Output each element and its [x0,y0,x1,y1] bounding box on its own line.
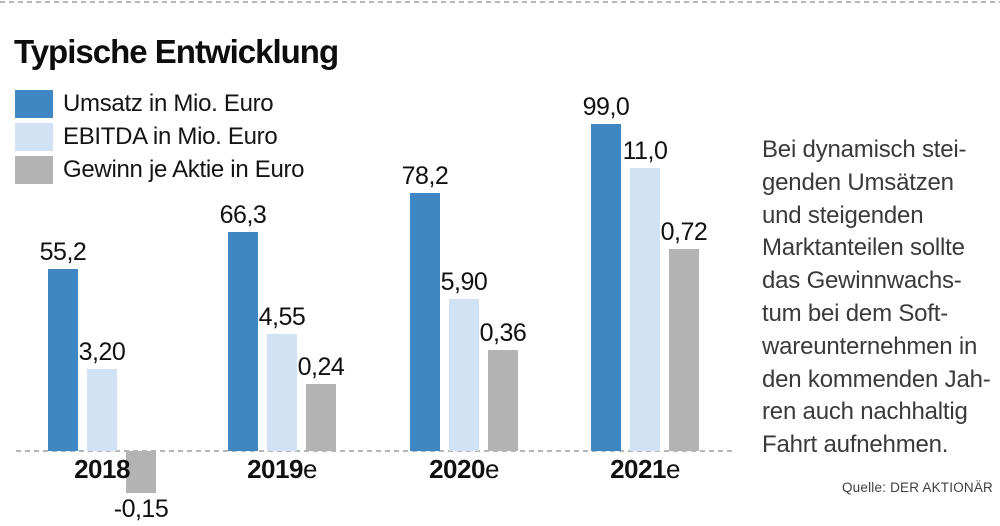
commentary-text: Bei dynamisch stei- genden Umsätzen und … [762,136,991,459]
x-axis-estimate-suffix: e [665,454,680,484]
bar-value-label: 99,0 [582,93,630,121]
bar-ebitda-2021e [630,168,660,451]
x-axis-label-2019e: 2019e [222,456,342,482]
top-dashed-rule [0,1,1000,3]
bar-value-label: 0,72 [660,218,708,246]
legend-label: EBITDA in Mio. Euro [63,123,278,150]
bar-value-label: 78,2 [401,162,449,190]
bar-value-label: 66,3 [219,201,267,229]
bar-value-label: 0,24 [297,353,345,381]
legend-item-ebitda: EBITDA in Mio. Euro [15,123,304,151]
x-axis-estimate-suffix: e [484,454,499,484]
legend-item-eps: Gewinn je Aktie in Euro [15,156,305,184]
bar-umsatz-2021e [591,124,621,451]
bar-umsatz-2018 [48,269,78,451]
bar-value-label: 3,20 [78,338,126,366]
x-axis-dashed-line [16,450,736,452]
bar-value-label: 11,0 [622,137,668,165]
legend-label: Gewinn je Aktie in Euro [63,156,305,183]
x-axis-year: 2019 [247,454,303,484]
legend-label: Umsatz in Mio. Euro [63,90,274,117]
bar-value-label: -0,15 [113,495,169,523]
bar-value-label: 5,90 [440,268,488,296]
bar-value-label: 0,36 [479,319,527,347]
bar-eps-2018 [126,451,156,493]
legend-swatch-umsatz [15,90,53,118]
bar-umsatz-2020e [410,193,440,451]
bar-ebitda-2019e [267,334,297,451]
x-axis-year: 2021 [610,454,666,484]
legend: Umsatz in Mio. Euro EBITDA in Mio. Euro Ge… [15,90,305,184]
x-axis-estimate-suffix: e [302,454,317,484]
legend-swatch-eps [15,156,53,184]
x-axis-year: 2020 [429,454,485,484]
x-axis-year: 2018 [74,454,130,484]
source-credit: Quelle: DER AKTIONÄR [841,480,993,495]
legend-swatch-ebitda [15,123,53,151]
x-axis-label-2020e: 2020e [404,456,524,482]
bar-ebitda-2020e [449,299,479,451]
bar-eps-2020e [488,350,518,451]
chart-title: Typische Entwicklung [14,33,339,70]
bar-ebitda-2018 [87,369,117,451]
bar-umsatz-2019e [228,232,258,451]
bar-value-label: 55,2 [39,238,87,266]
legend-item-umsatz: Umsatz in Mio. Euro [15,90,304,118]
x-axis-label-2021e: 2021e [585,456,705,482]
bar-value-label: 4,55 [258,303,306,331]
bar-eps-2021e [669,249,699,451]
bar-eps-2019e [306,384,336,451]
x-axis-label-2018: 2018 [42,456,162,482]
